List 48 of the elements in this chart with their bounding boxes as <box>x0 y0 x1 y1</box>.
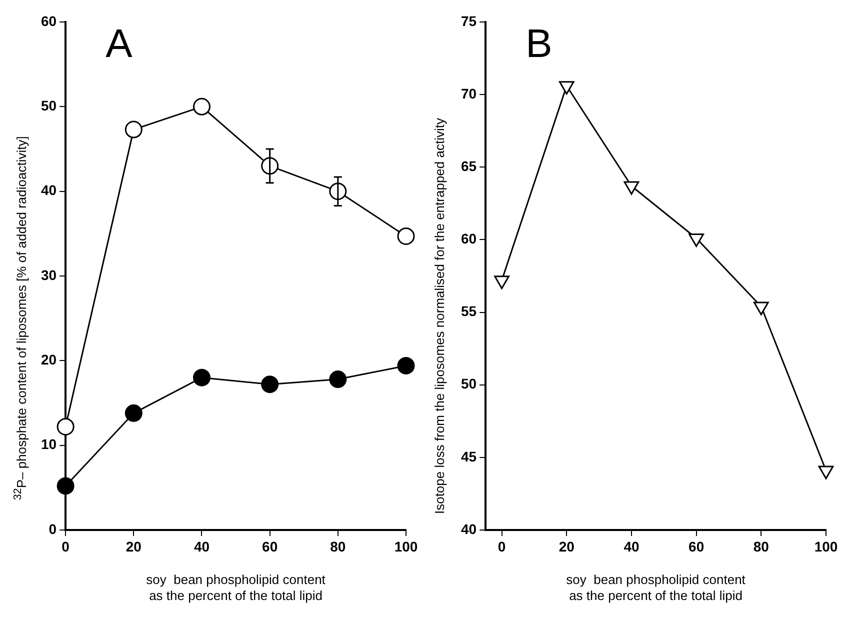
y-tick-label: 60 <box>40 12 57 29</box>
point <box>558 81 574 95</box>
y-tick-label: 50 <box>40 98 57 114</box>
y-tick-label: 30 <box>40 266 57 283</box>
x-tick-label: 60 <box>262 538 278 554</box>
point <box>397 356 415 374</box>
y-tick-label: 40 <box>40 182 57 198</box>
x-tick-label: 40 <box>194 538 210 554</box>
y-tick-label: 45 <box>460 448 477 464</box>
x-tick-label: 60 <box>688 538 704 554</box>
point <box>124 120 142 138</box>
y-tick-label: 50 <box>460 376 477 392</box>
point <box>688 234 704 248</box>
y-tick-label: 0 <box>48 520 57 537</box>
y-tick-label: 10 <box>40 436 57 452</box>
annotation: A <box>106 22 133 66</box>
x-tick-label: 0 <box>498 538 506 554</box>
x-tick-label: 80 <box>330 538 346 554</box>
x-axis-title: soy bean phospholipid content as the percent of the total lipid <box>566 572 746 603</box>
x-tick-label: 80 <box>753 538 770 554</box>
y-tick-label: 55 <box>460 303 477 320</box>
point <box>56 477 74 495</box>
point <box>329 370 347 388</box>
point <box>397 227 415 245</box>
point <box>261 376 279 394</box>
point <box>124 404 142 422</box>
point <box>494 276 510 290</box>
y-tick-label: 75 <box>460 12 477 29</box>
x-tick-label: 100 <box>814 538 838 554</box>
x-tick-label: 20 <box>126 538 142 554</box>
point <box>624 181 640 195</box>
y-tick-label: 40 <box>460 520 477 537</box>
y-tick-label: 70 <box>460 85 477 102</box>
x-tick-label: 20 <box>558 538 575 554</box>
point <box>818 466 834 480</box>
point <box>753 302 769 316</box>
x-tick-label: 0 <box>62 538 70 554</box>
y-tick-label: 60 <box>460 230 477 247</box>
x-axis-title: soy bean phospholipid content as the percent of the total lipid <box>146 572 326 603</box>
point <box>56 418 74 436</box>
point <box>192 368 210 386</box>
x-tick-label: 100 <box>394 538 418 554</box>
annotation: B <box>526 22 552 66</box>
point <box>192 98 210 116</box>
y-tick-label: 65 <box>460 158 477 174</box>
x-tick-label: 40 <box>624 538 640 554</box>
y-axis-title: Isotope loss from the liposomes normalised for the entrapped activity <box>432 117 448 516</box>
y-tick-label: 20 <box>40 352 57 368</box>
